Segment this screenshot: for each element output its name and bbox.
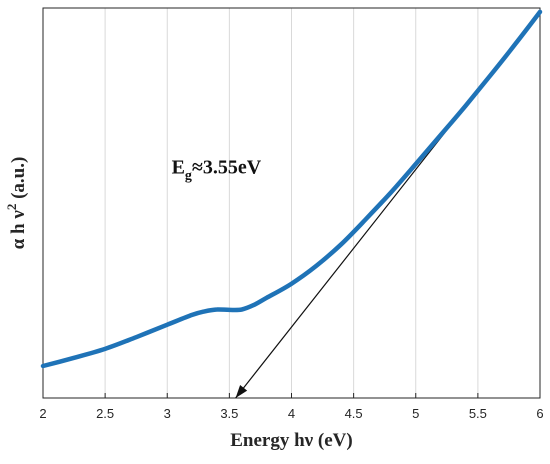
y-axis-title: α h ν2 (a.u.) xyxy=(4,157,29,250)
x-ticks xyxy=(42,393,541,398)
x-tick-label: 2.5 xyxy=(96,406,114,421)
x-tick-label: 4 xyxy=(288,406,295,421)
x-tick-label: 5 xyxy=(412,406,419,421)
x-tick-labels: 2 2.5 3 3.5 4 4.5 5 5.5 6 xyxy=(39,406,543,421)
absorption-curve xyxy=(40,9,543,369)
eg-value: ≈3.55eV xyxy=(192,157,262,179)
y-axis-title-superscript: 2 xyxy=(4,204,19,211)
eg-annotation: Eg≈3.55eV xyxy=(172,157,262,184)
eg-symbol: E xyxy=(172,157,185,179)
y-axis-title-main: α h ν xyxy=(8,210,29,250)
tangent-arrowhead xyxy=(235,385,248,398)
x-tick-label: 6 xyxy=(536,406,543,421)
x-tick-label: 2 xyxy=(39,406,46,421)
x-tick-label: 3.5 xyxy=(220,406,238,421)
grid xyxy=(104,8,479,398)
x-axis-title: Energy hν (eV) xyxy=(230,430,352,451)
x-tick-label: 5.5 xyxy=(469,406,487,421)
eg-subscript: g xyxy=(185,169,192,184)
x-tick-label: 3 xyxy=(164,406,171,421)
y-axis-title-unit: (a.u.) xyxy=(8,157,29,204)
x-tick-label: 4.5 xyxy=(345,406,363,421)
